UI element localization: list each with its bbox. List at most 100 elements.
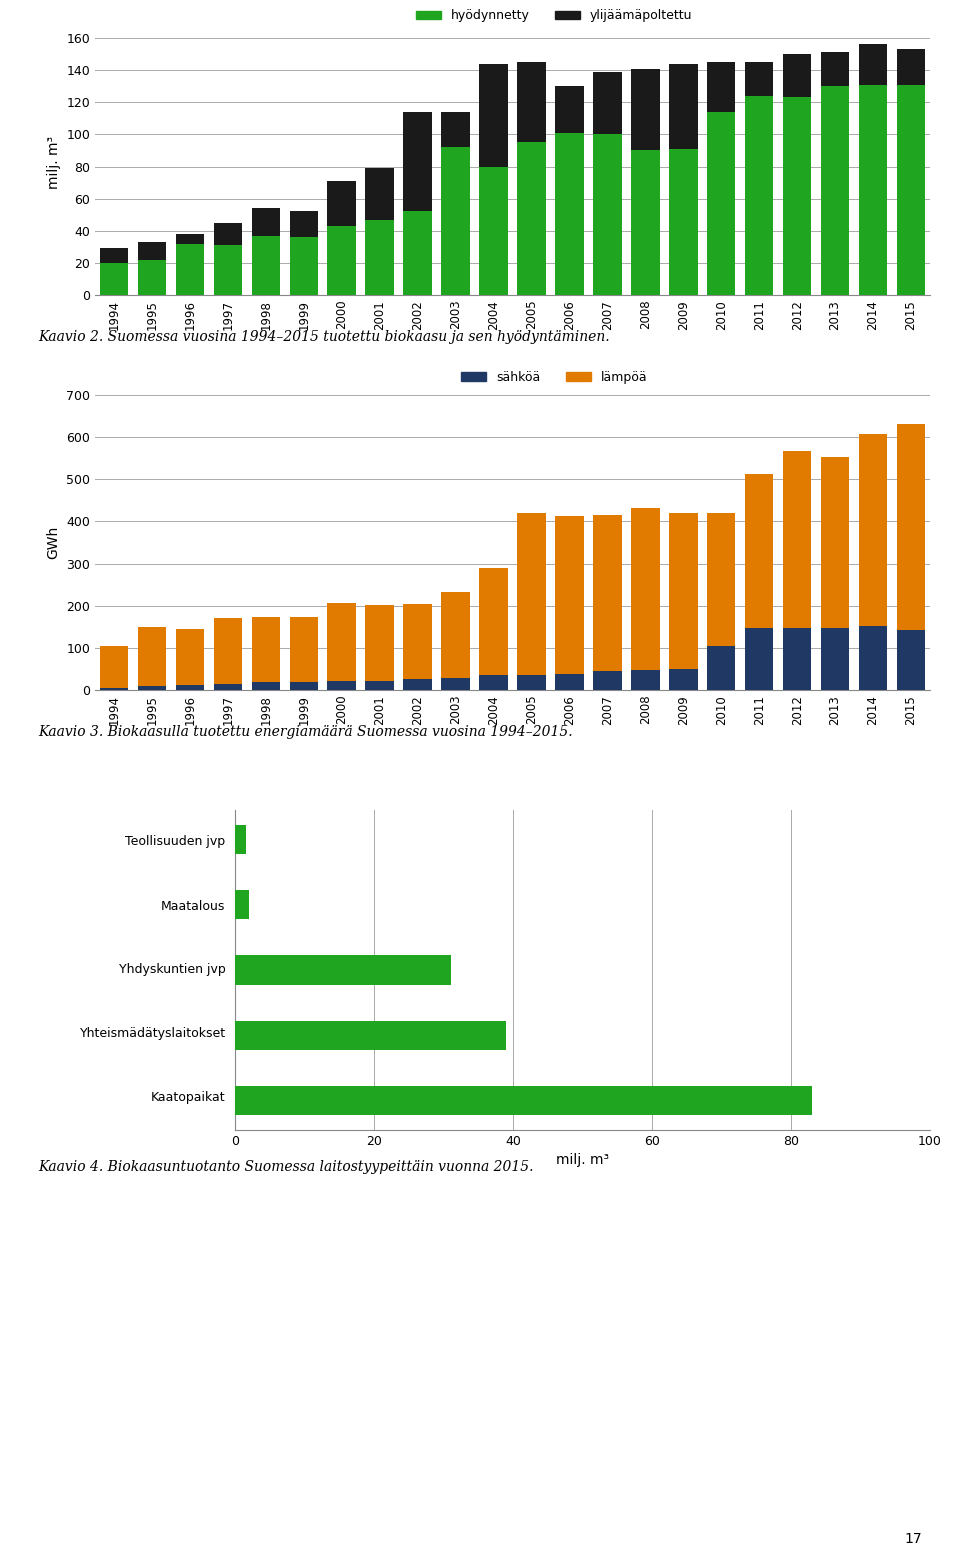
Bar bbox=[517, 675, 545, 690]
Bar bbox=[631, 507, 660, 670]
Bar bbox=[707, 113, 735, 294]
Bar bbox=[479, 64, 508, 166]
Bar bbox=[745, 95, 774, 294]
Bar bbox=[555, 675, 584, 690]
Bar bbox=[783, 451, 811, 628]
Bar bbox=[366, 604, 394, 681]
Bar bbox=[290, 617, 318, 682]
Bar bbox=[821, 457, 850, 628]
Text: Kaatopaikat: Kaatopaikat bbox=[151, 1091, 226, 1105]
Bar bbox=[214, 618, 242, 684]
Bar bbox=[859, 626, 887, 690]
Bar bbox=[707, 63, 735, 113]
Text: Yhdyskuntien jvp: Yhdyskuntien jvp bbox=[119, 964, 226, 977]
Bar bbox=[897, 424, 925, 631]
Bar bbox=[442, 592, 469, 678]
Bar bbox=[214, 246, 242, 294]
Bar bbox=[366, 167, 394, 219]
Bar bbox=[176, 629, 204, 685]
Bar bbox=[897, 49, 925, 85]
Bar bbox=[327, 182, 356, 225]
Bar bbox=[517, 513, 545, 675]
Bar bbox=[821, 53, 850, 86]
Bar bbox=[235, 890, 249, 919]
Bar bbox=[327, 603, 356, 681]
Bar bbox=[593, 671, 622, 690]
Text: 17: 17 bbox=[904, 1532, 922, 1546]
Bar bbox=[593, 72, 622, 135]
Bar bbox=[290, 211, 318, 238]
Text: Kaavio 4. Biokaasuntuotanto Suomessa laitostyypeittäin vuonna 2015.: Kaavio 4. Biokaasuntuotanto Suomessa lai… bbox=[38, 1160, 534, 1174]
Bar bbox=[176, 685, 204, 690]
Bar bbox=[555, 86, 584, 133]
Y-axis label: GWh: GWh bbox=[47, 526, 60, 559]
Text: Kaavio 3. Biokaasulla tuotettu energiamäärä Suomessa vuosina 1994–2015.: Kaavio 3. Biokaasulla tuotettu energiamä… bbox=[38, 725, 573, 739]
Bar bbox=[252, 208, 280, 236]
Bar bbox=[366, 681, 394, 690]
Bar bbox=[897, 85, 925, 294]
Bar bbox=[745, 474, 774, 628]
Bar bbox=[403, 604, 432, 679]
Bar bbox=[631, 69, 660, 150]
Bar bbox=[100, 249, 129, 263]
Bar bbox=[479, 568, 508, 675]
Bar bbox=[783, 55, 811, 97]
Bar bbox=[555, 516, 584, 675]
Bar bbox=[631, 150, 660, 294]
Bar bbox=[100, 646, 129, 689]
Bar bbox=[897, 631, 925, 690]
Text: Maatalous: Maatalous bbox=[161, 900, 226, 912]
Bar bbox=[403, 679, 432, 690]
Bar bbox=[669, 513, 698, 668]
Text: Kaavio 2. Suomessa vuosina 1994–2015 tuotettu biokaasu ja sen hyödyntäminen.: Kaavio 2. Suomessa vuosina 1994–2015 tuo… bbox=[38, 330, 610, 344]
Bar bbox=[442, 113, 469, 147]
Bar bbox=[252, 682, 280, 690]
Bar bbox=[707, 513, 735, 646]
Text: Yhteismädätyslaitokset: Yhteismädätyslaitokset bbox=[80, 1028, 226, 1041]
Bar bbox=[290, 238, 318, 294]
Bar bbox=[859, 85, 887, 294]
Bar bbox=[859, 434, 887, 626]
Bar bbox=[707, 646, 735, 690]
Bar bbox=[517, 63, 545, 142]
Bar bbox=[327, 681, 356, 690]
Bar bbox=[631, 670, 660, 690]
Bar bbox=[235, 825, 246, 854]
Bar bbox=[783, 97, 811, 294]
Bar bbox=[100, 689, 129, 690]
Bar bbox=[783, 628, 811, 690]
Bar bbox=[176, 235, 204, 244]
Bar bbox=[235, 955, 450, 984]
Bar bbox=[593, 515, 622, 671]
Bar bbox=[176, 244, 204, 294]
Bar bbox=[137, 243, 166, 260]
Bar bbox=[669, 668, 698, 690]
Legend: hyödynnetty, ylijäämäpoltettu: hyödynnetty, ylijäämäpoltettu bbox=[411, 5, 697, 28]
Bar bbox=[137, 628, 166, 685]
Bar bbox=[137, 260, 166, 294]
Bar bbox=[669, 64, 698, 149]
Bar bbox=[403, 113, 432, 211]
Bar bbox=[442, 678, 469, 690]
Bar bbox=[555, 133, 584, 294]
Bar bbox=[214, 222, 242, 246]
Bar bbox=[821, 86, 850, 294]
X-axis label: milj. m³: milj. m³ bbox=[556, 1153, 610, 1167]
Text: Teollisuuden jvp: Teollisuuden jvp bbox=[126, 836, 226, 848]
Y-axis label: milj. m³: milj. m³ bbox=[47, 136, 60, 189]
Bar bbox=[593, 135, 622, 294]
Bar bbox=[252, 617, 280, 682]
Bar bbox=[252, 236, 280, 294]
Bar bbox=[214, 684, 242, 690]
Legend: sähköä, lämpöä: sähköä, lämpöä bbox=[456, 366, 652, 388]
Bar bbox=[235, 1020, 506, 1050]
Bar bbox=[100, 263, 129, 294]
Bar bbox=[403, 211, 432, 294]
Bar bbox=[859, 44, 887, 85]
Bar bbox=[517, 142, 545, 294]
Bar bbox=[821, 628, 850, 690]
Bar bbox=[479, 166, 508, 294]
Bar bbox=[442, 147, 469, 294]
Bar bbox=[745, 628, 774, 690]
Bar bbox=[479, 675, 508, 690]
